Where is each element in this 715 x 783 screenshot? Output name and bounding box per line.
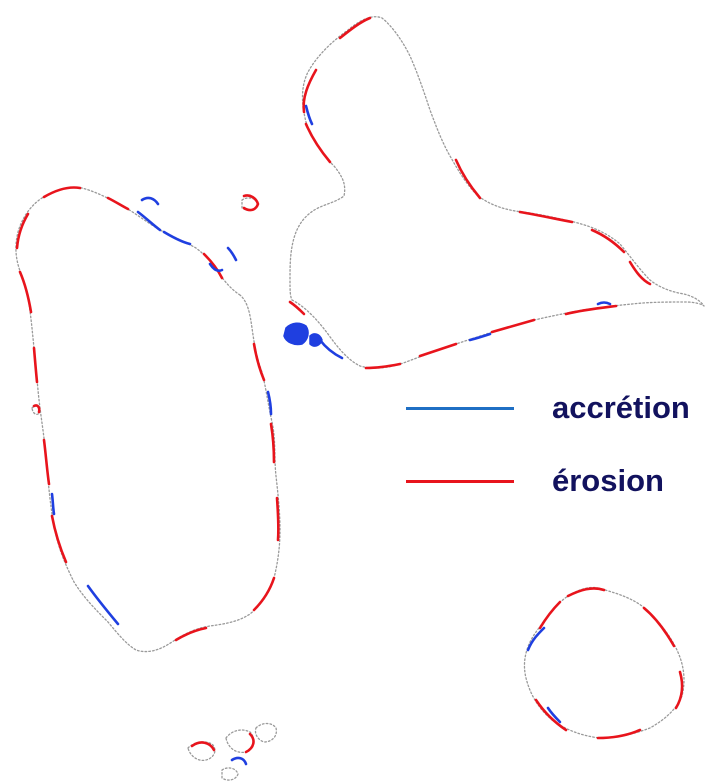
erosion-segment xyxy=(34,348,37,382)
erosion-segment xyxy=(108,198,128,209)
legend-item-erosion: érosion xyxy=(406,463,711,503)
erosion-segment xyxy=(254,578,274,610)
erosion-segment xyxy=(456,160,480,198)
accretion-patch xyxy=(310,334,322,346)
accretion-segment xyxy=(52,494,54,514)
erosion-segment xyxy=(520,212,572,222)
erosion-segment xyxy=(44,440,49,484)
erosion-segment xyxy=(340,18,370,38)
erosion-segment xyxy=(644,608,674,646)
erosion-segment xyxy=(20,272,31,312)
accretion-segment xyxy=(142,198,158,204)
basse-terre-coastline xyxy=(16,187,280,651)
erosion-segment xyxy=(630,262,650,284)
erosion-segment xyxy=(676,672,682,708)
legend-item-accretion: accrétion xyxy=(406,390,711,430)
erosion-segment xyxy=(536,700,566,730)
accretion-segment xyxy=(320,340,342,358)
erosion-segment xyxy=(52,516,66,562)
erosion-segment xyxy=(592,230,624,252)
legend-swatch-accretion xyxy=(406,407,514,410)
accretion-segment xyxy=(232,758,246,764)
map-legend: accrétion érosion xyxy=(406,390,711,510)
grande-terre-coastline xyxy=(290,17,704,368)
accretion-segment xyxy=(88,586,118,624)
accretion-segment xyxy=(598,303,610,305)
les-saintes-islet-4 xyxy=(222,768,238,780)
erosion-segments xyxy=(17,18,682,752)
erosion-segment xyxy=(566,306,616,314)
erosion-segment xyxy=(44,187,80,197)
erosion-segment xyxy=(540,602,560,628)
accretion-segment xyxy=(138,212,160,230)
legend-label-erosion: érosion xyxy=(552,463,664,499)
erosion-segment xyxy=(598,730,640,738)
accretion-segment xyxy=(470,334,490,340)
erosion-segment xyxy=(246,734,253,752)
legend-label-accretion: accrétion xyxy=(552,390,690,426)
accretion-segment xyxy=(306,106,312,124)
erosion-segment xyxy=(254,344,264,380)
erosion-segment xyxy=(306,124,330,162)
accretion-segment xyxy=(228,248,236,260)
accretion-segment xyxy=(164,232,190,244)
erosion-segment xyxy=(176,628,206,640)
erosion-segment xyxy=(366,364,400,368)
erosion-segment xyxy=(290,302,304,314)
accretion-patch xyxy=(284,323,308,344)
erosion-segment xyxy=(34,405,39,412)
erosion-segment xyxy=(277,498,278,540)
erosion-segment xyxy=(420,344,456,356)
legend-swatch-erosion xyxy=(406,480,514,483)
erosion-segment xyxy=(492,320,534,332)
erosion-segment xyxy=(568,588,604,596)
les-saintes-islet-3 xyxy=(255,724,276,743)
